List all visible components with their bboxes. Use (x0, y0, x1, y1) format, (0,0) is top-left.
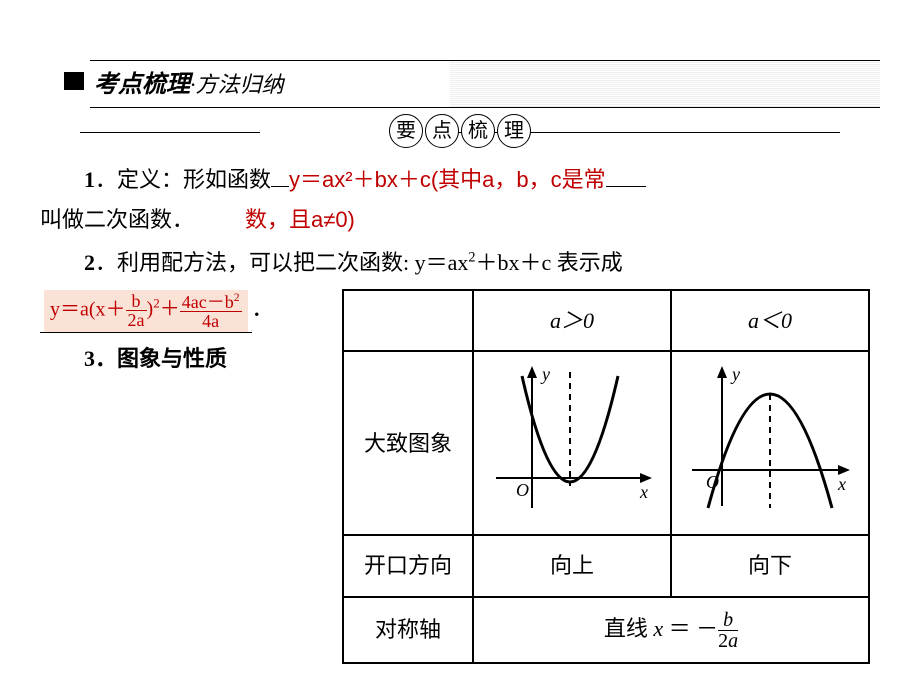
table-row-axis: 对称轴 直线 x ＝ －b2a (343, 597, 869, 663)
table-corner-blank (343, 290, 473, 352)
blank-underline-1a (271, 186, 289, 187)
header-shade (450, 61, 880, 107)
item-2-period: ． (252, 296, 274, 321)
axis-prefix: 直线 x ＝ － (604, 616, 718, 641)
table-header-row: a＞0 a＜0 (343, 290, 869, 352)
item-2-number: 2 (84, 250, 95, 275)
axis-formula: 直线 x ＝ －b2a (604, 616, 738, 641)
vf-frac2: 4ac－b24a (180, 292, 242, 330)
section-header: 考点梳理·方法归纳 (40, 60, 880, 108)
item-1-answer-line2: 数，且a≠0) (245, 207, 355, 232)
vf-frac1-num: b (126, 292, 147, 310)
vf-frac1: b2a (126, 292, 147, 329)
vertex-formula: y＝a(x＋b2a)2＋4ac－b24a (44, 290, 248, 332)
axis-frac-den: 2a (718, 630, 738, 651)
circle-2: 点 (425, 114, 459, 148)
row-label-graph: 大致图象 (343, 351, 473, 535)
subheader: 要 点 梳 理 (40, 114, 880, 148)
col-a-negative: a＜0 (671, 290, 869, 352)
origin-label: O (516, 480, 529, 500)
graph-cell-negative: y x O (671, 351, 869, 535)
item-1-lead: 形如函数 (183, 167, 271, 192)
item-3-number: 3 (84, 346, 95, 371)
header-rule-bottom (90, 107, 880, 108)
parabola-up-graph: y x O (482, 358, 662, 528)
item-1-number: 1 (84, 167, 95, 192)
x-label: x (639, 482, 648, 502)
lower-columns: y＝a(x＋b2a)2＋4ac－b24a ． 3．图象与性质 a＞0 a＜0 大… (40, 289, 880, 664)
circle-4: 理 (497, 114, 531, 148)
header-title: 考点梳理·方法归纳 (94, 64, 284, 99)
direction-positive: 向上 (473, 535, 671, 597)
item-1-tail: 叫做二次函数． (40, 207, 194, 232)
header-marker-icon (64, 72, 84, 90)
table-row-direction: 开口方向 向上 向下 (343, 535, 869, 597)
table-row-graph: 大致图象 y (343, 351, 869, 535)
vf-mid: )2＋ (147, 298, 180, 320)
item-1-label: ．定义： (95, 167, 183, 192)
left-column: y＝a(x＋b2a)2＋4ac－b24a ． 3．图象与性质 (40, 289, 340, 383)
x-label: x (837, 474, 846, 494)
item-2-expr: y＝ax2＋bx＋c 表示成 (415, 250, 623, 275)
properties-table: a＞0 a＜0 大致图象 (342, 289, 870, 664)
origin-label: O (706, 472, 719, 492)
y-axis-arrow-icon (717, 366, 727, 378)
graph-cell-positive: y x O (473, 351, 671, 535)
header-title-bold: 考点梳理 (94, 72, 190, 98)
item-3-label: ．图象与性质 (95, 346, 227, 371)
row-label-direction: 开口方向 (343, 535, 473, 597)
axis-frac-num: b (718, 610, 738, 630)
vf-frac1-den: 2a (126, 310, 147, 329)
axis-frac: b2a (718, 610, 738, 651)
circle-3: 梳 (461, 114, 495, 148)
blank-underline-1b (606, 186, 646, 187)
y-label: y (730, 364, 740, 384)
y-axis-arrow-icon (527, 366, 537, 378)
item-2-label: ．利用配方法，可以把二次函数: (95, 250, 415, 275)
circle-1: 要 (389, 114, 423, 148)
vf-frac2-den: 4a (180, 311, 242, 330)
body: 1．定义：形如函数 y＝ax²＋bx＋c(其中a，b，c是常 叫做二次函数． 数，… (40, 160, 880, 664)
page: 考点梳理·方法归纳 要 点 梳 理 1．定义：形如函数 y＝ax²＋bx＋c(其中… (0, 0, 920, 664)
vf-prefix: y＝a(x＋ (50, 298, 126, 320)
subheader-line-left (80, 132, 260, 133)
col-a-positive: a＞0 (473, 290, 671, 352)
item-1-answer-line1: y＝ax²＋bx＋c(其中a，b，c是常 (289, 167, 606, 192)
vf-frac2-num: 4ac－b2 (180, 292, 242, 311)
vertex-underline: y＝a(x＋b2a)2＋4ac－b24a (40, 289, 252, 333)
axis-of-symmetry-cell: 直线 x ＝ －b2a (473, 597, 869, 663)
y-label: y (540, 364, 550, 384)
header-rule-top (90, 60, 880, 61)
item-1: 1．定义：形如函数 y＝ax²＋bx＋c(其中a，b，c是常 叫做二次函数． 数，… (40, 160, 880, 239)
item-2: 2．利用配方法，可以把二次函数: y＝ax2＋bx＋c 表示成 (40, 243, 880, 283)
header-title-sub: ·方法归纳 (190, 72, 284, 97)
item-3: 3．图象与性质 (40, 339, 340, 379)
parabola-down-graph: y x O (680, 358, 860, 528)
direction-negative: 向下 (671, 535, 869, 597)
vertex-formula-line: y＝a(x＋b2a)2＋4ac－b24a ． (40, 289, 340, 333)
row-label-axis: 对称轴 (343, 597, 473, 663)
